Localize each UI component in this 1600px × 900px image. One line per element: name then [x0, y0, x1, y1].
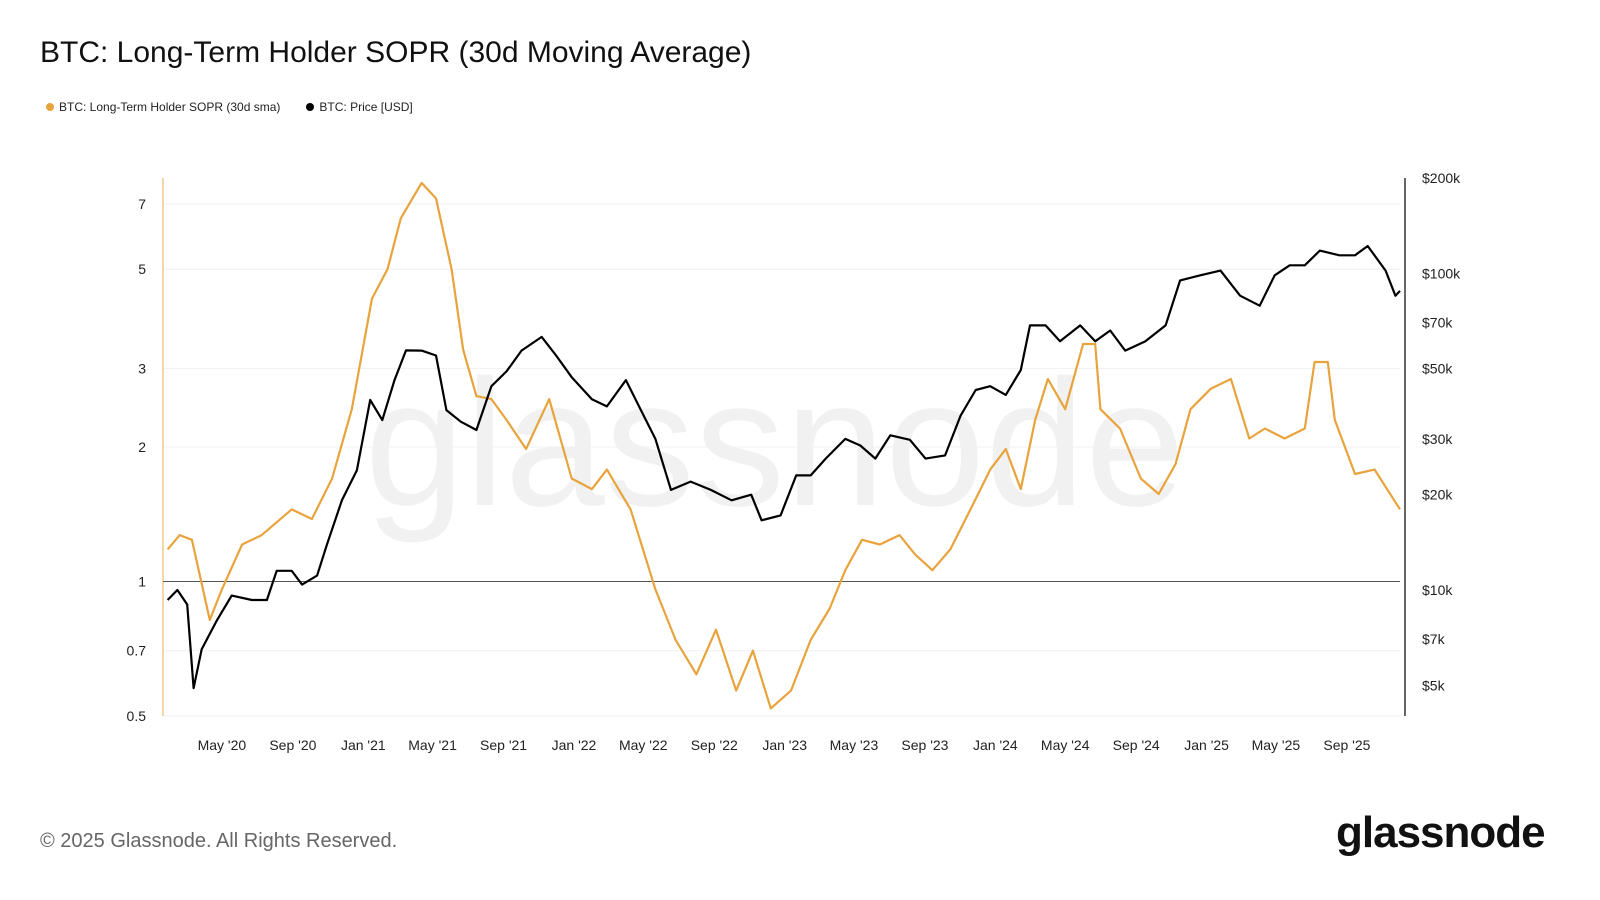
legend-item-price[interactable]: BTC: Price [USD] — [306, 100, 413, 114]
watermark: glassnode — [365, 343, 1186, 544]
y-right-tick-label: $5k — [1422, 677, 1446, 693]
x-tick-label: Jan '21 — [341, 737, 386, 753]
legend-label-price: BTC: Price [USD] — [319, 100, 413, 114]
x-tick-label: Sep '21 — [480, 737, 527, 753]
legend-item-sopr[interactable]: BTC: Long-Term Holder SOPR (30d sma) — [46, 100, 280, 114]
y-left-tick-label: 7 — [138, 196, 146, 212]
y-right-tick-label: $20k — [1422, 487, 1453, 503]
sopr-dot-icon — [46, 103, 54, 111]
x-tick-label: Jan '25 — [1184, 737, 1229, 753]
legend-label-sopr: BTC: Long-Term Holder SOPR (30d sma) — [59, 100, 281, 114]
x-tick-label: May '20 — [198, 737, 247, 753]
y-right-tick-label: $7k — [1422, 631, 1446, 647]
y-right-tick-label: $200k — [1422, 170, 1461, 186]
x-tick-label: Sep '20 — [269, 737, 316, 753]
x-tick-label: Jan '24 — [973, 737, 1018, 753]
y-right-tick-label: $70k — [1422, 314, 1453, 330]
copyright: © 2025 Glassnode. All Rights Reserved. — [40, 830, 398, 852]
x-tick-label: May '22 — [619, 737, 668, 753]
x-tick-label: May '25 — [1252, 737, 1301, 753]
x-tick-label: Sep '25 — [1323, 737, 1370, 753]
y-right-tick-label: $10k — [1422, 582, 1453, 598]
y-left-tick-label: 1 — [138, 574, 146, 590]
legend: BTC: Long-Term Holder SOPR (30d sma) BTC… — [46, 100, 413, 114]
x-tick-label: Sep '22 — [691, 737, 738, 753]
y-right-tick-label: $50k — [1422, 361, 1453, 377]
y-left-tick-label: 5 — [138, 261, 146, 277]
x-tick-label: May '21 — [408, 737, 457, 753]
x-tick-label: Jan '22 — [552, 737, 597, 753]
price-series-line — [166, 244, 1401, 690]
x-tick-label: Sep '24 — [1113, 737, 1160, 753]
x-tick-label: May '23 — [830, 737, 879, 753]
x-tick-label: May '24 — [1041, 737, 1090, 753]
y-right-tick-label: $30k — [1422, 431, 1453, 447]
sopr-series-line — [166, 181, 1401, 710]
y-left-tick-label: 2 — [138, 439, 146, 455]
chart-title: BTC: Long-Term Holder SOPR (30d Moving A… — [40, 36, 752, 69]
y-right-tick-label: $100k — [1422, 265, 1461, 281]
y-left-tick-label: 0.7 — [127, 643, 147, 659]
glassnode-logo: glassnode — [1336, 808, 1546, 857]
x-tick-label: Sep '23 — [901, 737, 948, 753]
y-left-tick-label: 3 — [138, 360, 146, 376]
price-dot-icon — [306, 103, 315, 111]
x-tick-label: Jan '23 — [762, 737, 807, 753]
y-left-tick-label: 0.5 — [127, 708, 147, 724]
